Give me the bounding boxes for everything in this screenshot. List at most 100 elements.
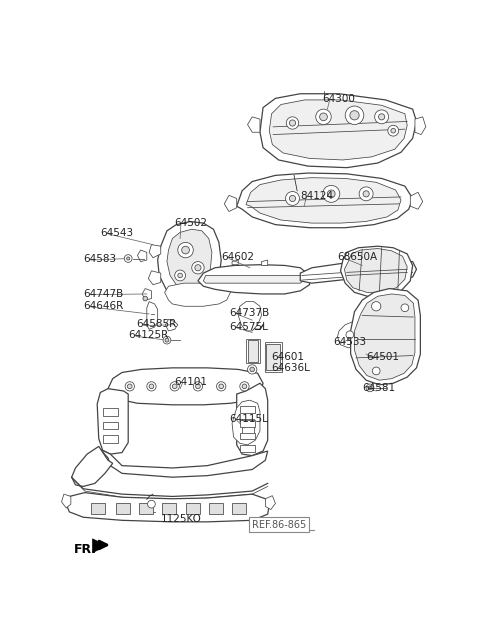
Text: 64101: 64101: [175, 377, 208, 387]
Polygon shape: [204, 275, 306, 283]
Circle shape: [181, 246, 190, 254]
Circle shape: [193, 381, 203, 391]
Text: 64115L: 64115L: [229, 414, 268, 424]
Polygon shape: [148, 271, 161, 285]
Circle shape: [286, 191, 300, 205]
Circle shape: [125, 381, 134, 391]
Circle shape: [172, 384, 177, 388]
Polygon shape: [415, 117, 426, 134]
Polygon shape: [157, 221, 221, 301]
Circle shape: [363, 191, 369, 197]
Text: 64575L: 64575L: [229, 322, 268, 332]
Polygon shape: [232, 400, 260, 445]
Circle shape: [375, 110, 389, 124]
Text: 68650A: 68650A: [337, 252, 378, 262]
Text: 64646R: 64646R: [83, 301, 123, 311]
Polygon shape: [410, 192, 423, 209]
Circle shape: [192, 262, 204, 274]
Bar: [240, 406, 255, 413]
Circle shape: [286, 117, 299, 129]
Circle shape: [248, 365, 257, 374]
Polygon shape: [262, 260, 268, 266]
Circle shape: [346, 331, 354, 339]
Circle shape: [124, 255, 132, 262]
Text: REF.86-865: REF.86-865: [252, 520, 306, 529]
Circle shape: [289, 120, 296, 126]
Text: 64501: 64501: [366, 353, 399, 362]
Bar: [139, 504, 153, 514]
Circle shape: [368, 386, 372, 390]
Circle shape: [250, 367, 254, 372]
Circle shape: [147, 381, 156, 391]
Polygon shape: [232, 260, 238, 265]
Circle shape: [345, 106, 364, 125]
Bar: [266, 344, 280, 370]
Circle shape: [366, 384, 374, 392]
Polygon shape: [142, 289, 152, 300]
Circle shape: [327, 190, 335, 198]
Bar: [103, 408, 118, 415]
Polygon shape: [72, 447, 113, 486]
Polygon shape: [300, 260, 417, 283]
Circle shape: [388, 125, 399, 136]
Circle shape: [240, 381, 249, 391]
Circle shape: [178, 273, 182, 278]
Polygon shape: [165, 283, 230, 307]
Circle shape: [372, 367, 380, 375]
Text: 64533: 64533: [333, 337, 366, 347]
Text: 64300: 64300: [322, 93, 355, 104]
Polygon shape: [345, 248, 407, 292]
Circle shape: [195, 265, 201, 271]
Circle shape: [320, 113, 327, 121]
Text: 1125KO: 1125KO: [161, 514, 202, 524]
Polygon shape: [337, 322, 364, 348]
Text: 64636L: 64636L: [271, 364, 310, 373]
Bar: [103, 435, 118, 442]
Circle shape: [196, 384, 200, 388]
Polygon shape: [93, 539, 107, 553]
Polygon shape: [265, 495, 276, 509]
Polygon shape: [100, 449, 268, 477]
Bar: [232, 504, 246, 514]
Polygon shape: [66, 493, 269, 522]
Polygon shape: [246, 178, 401, 223]
Polygon shape: [237, 173, 413, 228]
Bar: [186, 504, 200, 514]
Text: FR.: FR.: [74, 543, 97, 556]
Circle shape: [316, 109, 331, 125]
Polygon shape: [237, 383, 268, 456]
Polygon shape: [260, 93, 417, 168]
Text: 64543: 64543: [100, 228, 133, 237]
Bar: [209, 504, 223, 514]
Circle shape: [359, 187, 373, 201]
Text: 64585R: 64585R: [136, 319, 176, 330]
Polygon shape: [61, 494, 71, 508]
Polygon shape: [224, 195, 237, 212]
Circle shape: [127, 257, 130, 260]
Circle shape: [147, 500, 156, 508]
Polygon shape: [340, 246, 413, 297]
Bar: [116, 504, 130, 514]
Text: 64125R: 64125R: [128, 330, 168, 340]
Text: 64502: 64502: [175, 218, 208, 228]
Circle shape: [165, 338, 169, 342]
Bar: [162, 504, 176, 514]
Circle shape: [149, 384, 154, 388]
Polygon shape: [238, 301, 262, 331]
Polygon shape: [108, 368, 263, 405]
Circle shape: [175, 270, 186, 281]
Circle shape: [391, 129, 396, 133]
Polygon shape: [167, 229, 212, 288]
Circle shape: [216, 381, 226, 391]
Polygon shape: [350, 289, 420, 385]
Circle shape: [289, 195, 296, 202]
Circle shape: [372, 301, 381, 311]
Bar: [264, 342, 282, 372]
Text: 64602: 64602: [221, 252, 254, 262]
Polygon shape: [355, 294, 415, 380]
Text: 64581: 64581: [362, 383, 396, 393]
Circle shape: [163, 336, 171, 344]
Circle shape: [178, 243, 193, 258]
Polygon shape: [97, 388, 128, 454]
Circle shape: [170, 381, 180, 391]
